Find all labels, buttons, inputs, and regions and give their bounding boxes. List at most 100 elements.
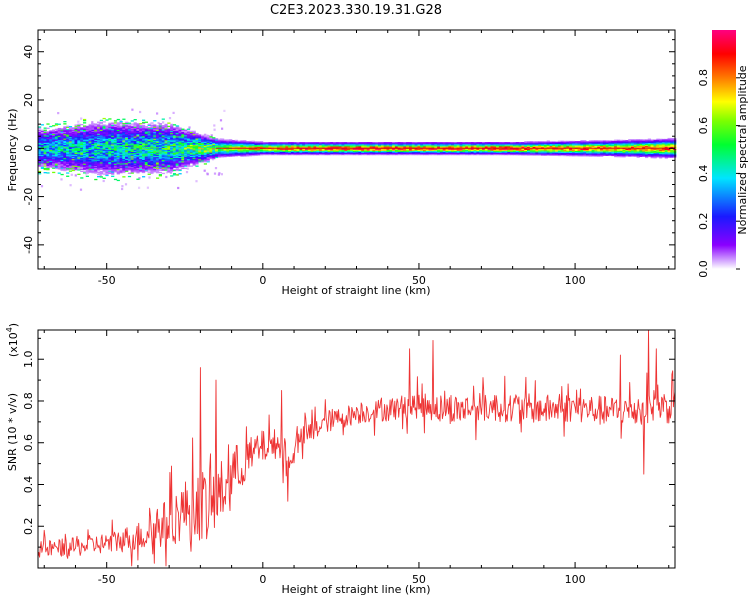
spectrogram-cell: [94, 152, 98, 155]
spectrogram-cell: [77, 152, 81, 154]
spectrogram-cell: [116, 170, 120, 172]
spectrogram-cell: [161, 135, 165, 138]
spectrogram-cell: [122, 130, 126, 132]
spectrogram-cell: [63, 164, 67, 166]
spectrogram-cell: [122, 118, 126, 120]
spectrogram-cell: [94, 168, 98, 170]
spectrogram-cell: [77, 143, 81, 145]
spectrogram-cell: [389, 142, 393, 144]
spectrogram-cell: [111, 123, 115, 125]
spectrogram-cell: [563, 153, 567, 156]
spectrogram-cell: [195, 138, 199, 140]
spectrogram-cell: [136, 127, 140, 129]
spectrogram-cell: [425, 145, 429, 147]
spectrogram-cell: [97, 132, 101, 134]
spectrogram-cell: [206, 172, 209, 175]
spectrogram-cell: [546, 140, 550, 142]
spectrogram-cell: [74, 140, 78, 143]
spectrogram-cell: [77, 154, 81, 156]
spectrogram-cell: [445, 148, 449, 150]
spectrogram-cell: [361, 144, 365, 146]
spectrogram-cell: [122, 144, 126, 146]
spectrogram-cell: [290, 145, 295, 147]
spectrogram-cell: [352, 149, 356, 151]
spectrogram-cell: [670, 149, 674, 152]
spectrogram-cell: [282, 149, 286, 151]
spectrogram-cell: [43, 154, 47, 156]
spectrogram-cell: [40, 162, 44, 164]
spectrogram-cell: [482, 152, 486, 155]
spectrogram-cell: [285, 148, 289, 150]
spectrogram-cell: [122, 152, 126, 154]
spectrogram-cell: [226, 151, 230, 153]
spectrogram-cell: [130, 150, 134, 152]
spectrogram-cell: [206, 140, 210, 142]
spectrogram-cell: [153, 130, 157, 133]
spectrogram-cell: [409, 148, 413, 150]
spectrogram-cell: [192, 164, 196, 166]
spectrogram-cell: [507, 145, 511, 147]
spectrogram-cell: [63, 134, 67, 136]
spectrogram-cell: [552, 150, 556, 152]
spectrogram-cell: [383, 146, 387, 148]
spectrogram-cell: [122, 161, 126, 163]
spectrogram-cell: [147, 162, 151, 165]
spectrogram-cell: [88, 155, 92, 157]
spectrogram-cell: [453, 151, 458, 153]
spectrogram-cell: [380, 151, 385, 153]
spectrogram-cell: [133, 164, 137, 166]
spectrogram-cell: [484, 142, 488, 144]
spectrogram-cell: [586, 148, 590, 151]
spectrogram-cell: [49, 133, 53, 135]
spectrogram-cell: [38, 162, 42, 164]
spectrogram-cell: [181, 151, 185, 153]
spectrogram-cell: [80, 158, 84, 161]
spectrogram-cell: [288, 149, 292, 151]
spectrogram-cell: [167, 161, 171, 163]
spectrogram-cell: [142, 166, 146, 168]
spectrogram-cell: [139, 145, 143, 148]
spectrogram-cell: [116, 150, 120, 152]
spectrogram-cell: [181, 129, 185, 131]
spectrogram-cell: [80, 138, 84, 140]
spectrogram-cell: [43, 141, 47, 143]
spectrogram-cell: [127, 153, 132, 155]
spectrogram-cell: [296, 143, 300, 145]
spectrogram-cell: [642, 141, 646, 143]
spectrogram-cell: [335, 152, 340, 155]
spectrogram-cell: [116, 130, 120, 133]
spectrogram-cell: [577, 149, 581, 151]
spectrogram-cell: [153, 137, 157, 139]
spectrogram-cell: [288, 145, 292, 147]
spectrogram-cell: [170, 150, 174, 152]
spectrogram-cell: [650, 153, 654, 155]
spectrogram-cell: [158, 141, 162, 143]
spectrogram-cell: [557, 140, 562, 142]
spectrogram-cell: [150, 158, 154, 160]
spectrogram-cell: [111, 125, 115, 128]
spectrogram-cell: [462, 146, 466, 148]
spectrogram-cell: [158, 130, 162, 132]
spectrogram-cell: [150, 138, 154, 140]
spectrogram-cell: [66, 175, 70, 177]
spectrogram-cell: [364, 145, 368, 147]
spectrogram-cell: [80, 145, 84, 148]
spectrogram-cell: [217, 142, 222, 144]
spectrogram-cell: [580, 142, 584, 144]
spectrogram-cell: [201, 143, 205, 146]
spectrogram-cell: [113, 139, 118, 141]
spectrogram-cell: [229, 141, 233, 143]
spectrogram-cell: [195, 155, 199, 157]
spectrogram-cell: [52, 155, 56, 157]
spectrogram-cell: [409, 153, 413, 156]
spectrogram-cell: [74, 166, 78, 169]
spectrogram-cell: [510, 150, 514, 152]
spectrogram-cell: [527, 144, 531, 146]
spectrogram-cell: [647, 153, 651, 155]
spectrogram-cell: [656, 153, 660, 156]
spectrogram-cell: [122, 131, 126, 133]
spectrogram-cell: [642, 143, 646, 145]
spectrogram-cell: [127, 129, 132, 131]
spectrogram-cell: [91, 152, 95, 154]
spectrogram-cell: [670, 151, 674, 153]
